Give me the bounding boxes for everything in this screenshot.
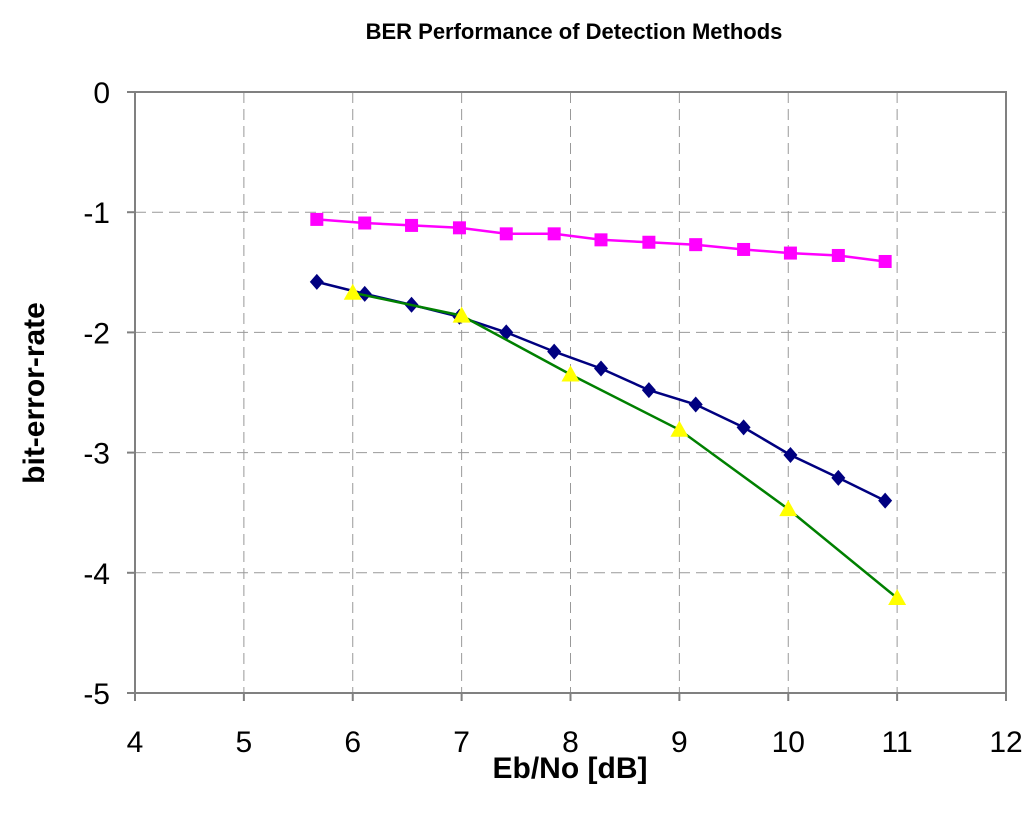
x-tick-label: 5 bbox=[236, 726, 253, 759]
data-point bbox=[310, 212, 324, 226]
data-point bbox=[547, 343, 562, 360]
series-square bbox=[310, 212, 892, 268]
data-point bbox=[888, 589, 907, 606]
data-point bbox=[547, 227, 561, 241]
data-point bbox=[670, 420, 689, 437]
data-point bbox=[831, 248, 845, 262]
data-point bbox=[499, 227, 513, 241]
data-point bbox=[736, 419, 751, 436]
data-point bbox=[452, 221, 466, 235]
y-tick-label: -1 bbox=[83, 197, 110, 230]
data-point bbox=[783, 246, 797, 260]
x-tick-label: 12 bbox=[989, 726, 1022, 759]
series-triangle bbox=[343, 283, 907, 606]
data-point bbox=[309, 273, 324, 290]
data-point bbox=[343, 283, 362, 300]
series-line bbox=[352, 291, 898, 599]
data-point bbox=[779, 500, 798, 517]
data-point bbox=[358, 216, 372, 230]
y-tick-label: -2 bbox=[83, 317, 110, 350]
data-point bbox=[405, 218, 419, 232]
data-point bbox=[641, 382, 656, 399]
x-tick-label: 4 bbox=[127, 726, 144, 759]
series-group bbox=[309, 212, 907, 606]
x-tick-label: 9 bbox=[671, 726, 688, 759]
chart-title: BER Performance of Detection Methods bbox=[366, 19, 783, 44]
data-point bbox=[499, 324, 514, 341]
data-point bbox=[593, 360, 608, 377]
data-point bbox=[594, 233, 608, 247]
axes: 4 5 6 7 8 9 10 11 12 0 -1 -2 -3 -4 -5 bbox=[83, 77, 1022, 759]
x-tick-label: 6 bbox=[344, 726, 361, 759]
data-point bbox=[561, 365, 580, 382]
y-tick-label: -3 bbox=[83, 438, 110, 471]
data-point bbox=[783, 447, 798, 464]
y-tick-label: -5 bbox=[83, 678, 110, 711]
y-axis-label: bit-error-rate bbox=[18, 302, 51, 484]
data-point bbox=[737, 242, 751, 256]
data-point bbox=[689, 238, 703, 252]
data-point bbox=[452, 306, 471, 323]
data-point bbox=[688, 396, 703, 413]
x-axis-label: Eb/No [dB] bbox=[493, 752, 648, 785]
data-point bbox=[878, 492, 893, 509]
x-tick-label: 7 bbox=[453, 726, 470, 759]
y-tick-label: -4 bbox=[83, 558, 110, 591]
x-tick-label: 11 bbox=[882, 726, 913, 759]
data-point bbox=[878, 254, 892, 268]
y-tick-label: 0 bbox=[93, 77, 110, 110]
data-point bbox=[642, 235, 656, 249]
grid bbox=[135, 92, 1006, 693]
data-point bbox=[831, 469, 846, 486]
x-tick-label: 10 bbox=[772, 726, 805, 759]
x-tick-label: 8 bbox=[562, 726, 579, 759]
